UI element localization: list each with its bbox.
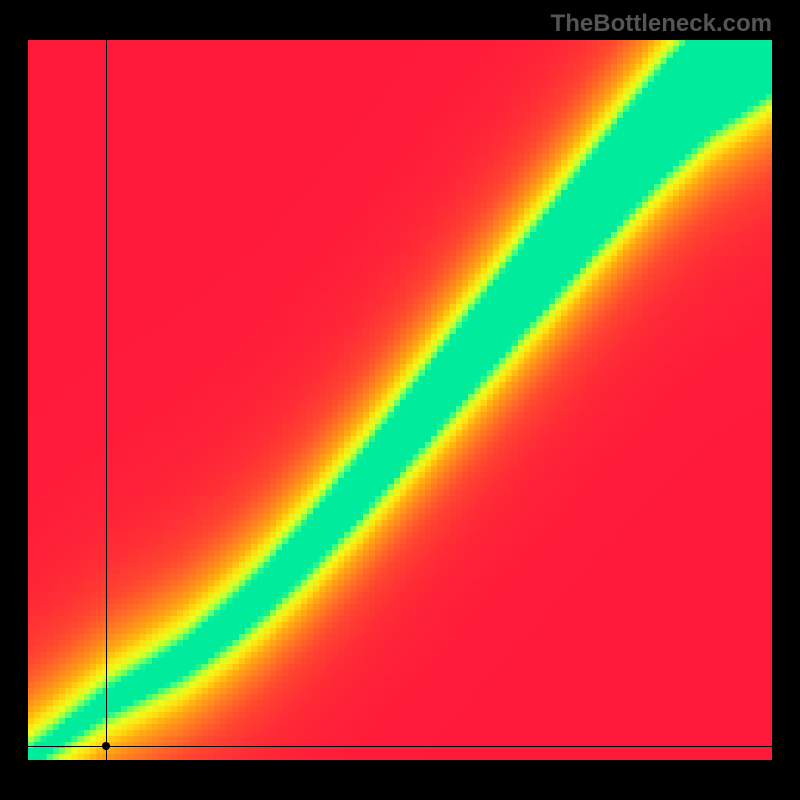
heatmap-canvas (28, 40, 772, 760)
crosshair-horizontal (28, 746, 772, 747)
chart-container: TheBottleneck.com (0, 0, 800, 800)
plot-area (28, 40, 772, 760)
watermark-text: TheBottleneck.com (551, 10, 772, 38)
crosshair-vertical (106, 40, 107, 760)
marker-dot (102, 742, 110, 750)
